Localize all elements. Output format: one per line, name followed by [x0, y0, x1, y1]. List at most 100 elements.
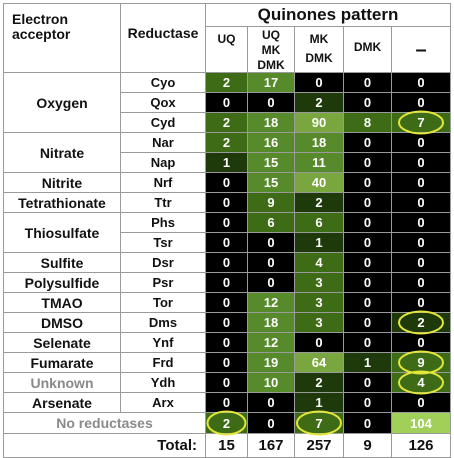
value-cell: 0: [391, 332, 451, 353]
value-cell: 0: [343, 252, 392, 273]
value-cell: 0: [391, 172, 451, 193]
quinone-column-label: UQ: [262, 28, 280, 42]
reductase-cell: Cyd: [120, 112, 206, 133]
value-cell: 18: [247, 112, 295, 133]
value-cell: 0: [343, 312, 392, 333]
quinones-pattern-title: Quinones pattern: [205, 3, 451, 27]
table-row: Selenate Ynf 0 12 0 0 0: [3, 332, 451, 353]
value-cell: 0: [205, 272, 248, 293]
reductase-cell: Tor: [120, 292, 206, 313]
reductase-cell: Dsr: [120, 252, 206, 273]
total-value: 167: [247, 433, 295, 458]
value-cell: 15: [247, 152, 295, 173]
value-cell: 0: [205, 92, 248, 113]
value-cell: 0: [205, 232, 248, 253]
value-cell: 0: [391, 152, 451, 173]
value-cell: 2: [391, 312, 451, 333]
quinone-column-label: MK: [261, 43, 281, 57]
acceptor-cell: Nitrate: [3, 132, 121, 173]
acceptor-cell: Oxygen: [3, 72, 121, 133]
value-cell: 0: [391, 292, 451, 313]
acceptor-cell: Selenate: [3, 332, 121, 353]
value-cell: 4: [391, 372, 451, 393]
value-cell: 0: [343, 132, 392, 153]
no-reductases-value: 0: [343, 412, 392, 434]
quinone-column-label: –: [415, 39, 427, 61]
value-cell: 19: [247, 352, 295, 373]
total-value: 257: [294, 433, 344, 458]
total-value: 15: [205, 433, 248, 458]
value-cell: 0: [343, 392, 392, 413]
reductase-cell: Frd: [120, 352, 206, 373]
quinone-column-header: –: [391, 26, 451, 73]
value-cell: 1: [294, 392, 344, 413]
value-cell: 6: [247, 212, 295, 233]
acceptor-cell: Unknown: [3, 372, 121, 393]
reductase-cell: Nar: [120, 132, 206, 153]
value-cell: 0: [391, 252, 451, 273]
quinone-column-header: DMK: [343, 26, 392, 73]
value-cell: 0: [343, 152, 392, 173]
value-cell: 0: [205, 212, 248, 233]
value-cell: 12: [247, 332, 295, 353]
value-cell: 2: [294, 92, 344, 113]
table-row: Oxygen Cyo 2 17 0 0 0: [3, 72, 451, 133]
value-cell: 90: [294, 112, 344, 133]
value-cell: 0: [247, 252, 295, 273]
value-cell: 2: [294, 192, 344, 213]
reductase-cell: Ydh: [120, 372, 206, 393]
value-cell: 0: [343, 172, 392, 193]
value-cell: 0: [205, 172, 248, 193]
table-row: Nitrate Nar 2 16 18 0 0: [3, 132, 451, 173]
value-cell: 7: [391, 112, 451, 133]
value-cell: 0: [343, 232, 392, 253]
value-cell: 0: [205, 252, 248, 273]
value-cell: 64: [294, 352, 344, 373]
quinone-column-label: DMK: [305, 51, 333, 65]
value-cell: 3: [294, 272, 344, 293]
value-cell: 0: [391, 92, 451, 113]
acceptor-header-line1: Electron: [12, 11, 69, 27]
reductase-cell: Nrf: [120, 172, 206, 193]
value-cell: 0: [391, 272, 451, 293]
value-cell: 11: [294, 152, 344, 173]
quinone-column-header: UQ MK DMK: [247, 26, 295, 73]
value-cell: 0: [294, 332, 344, 353]
no-reductases-value: 7: [294, 412, 344, 434]
no-reductases-value: 2: [205, 412, 248, 434]
acceptor-cell: Thiosulfate: [3, 212, 121, 253]
quinones-table: Electron acceptor Reductase Quinones pat…: [3, 3, 451, 458]
value-cell: 0: [205, 372, 248, 393]
reductase-header-label: Reductase: [127, 25, 199, 41]
no-reductases-row: No reductases 2 0 7 0 104: [3, 412, 451, 434]
value-cell: 4: [294, 252, 344, 273]
value-cell: 9: [247, 192, 295, 213]
quinone-column-header: UQ: [205, 26, 248, 73]
value-cell: 0: [247, 232, 295, 253]
reductase-cell: Phs: [120, 212, 206, 233]
value-cell: 18: [247, 312, 295, 333]
quinone-column-label: DMK: [257, 58, 285, 72]
reductase-cell: Ttr: [120, 192, 206, 213]
value-cell: 10: [247, 372, 295, 393]
no-reductases-label: No reductases: [3, 412, 206, 434]
acceptor-header: Electron acceptor: [3, 3, 121, 73]
no-reductases-value: 104: [391, 412, 451, 434]
reductase-cell: Arx: [120, 392, 206, 413]
value-cell: 0: [391, 192, 451, 213]
table-row: Arsenate Arx 0 0 1 0 0: [3, 392, 451, 413]
value-cell: 0: [247, 392, 295, 413]
table-row: Fumarate Frd 0 19 64 1 9: [3, 352, 451, 373]
value-cell: 0: [247, 92, 295, 113]
acceptor-cell: Arsenate: [3, 392, 121, 413]
value-cell: 6: [294, 212, 344, 233]
total-label: Total:: [3, 433, 206, 458]
value-cell: 40: [294, 172, 344, 193]
value-cell: 18: [294, 132, 344, 153]
table-row: TMAO Tor 0 12 3 0 0: [3, 292, 451, 313]
value-cell: 2: [205, 112, 248, 133]
value-cell: 0: [343, 92, 392, 113]
table-row: Unknown Ydh 0 10 2 0 4: [3, 372, 451, 393]
total-row: Total: 15 167 257 9 126: [3, 433, 451, 458]
acceptor-cell: Sulfite: [3, 252, 121, 273]
